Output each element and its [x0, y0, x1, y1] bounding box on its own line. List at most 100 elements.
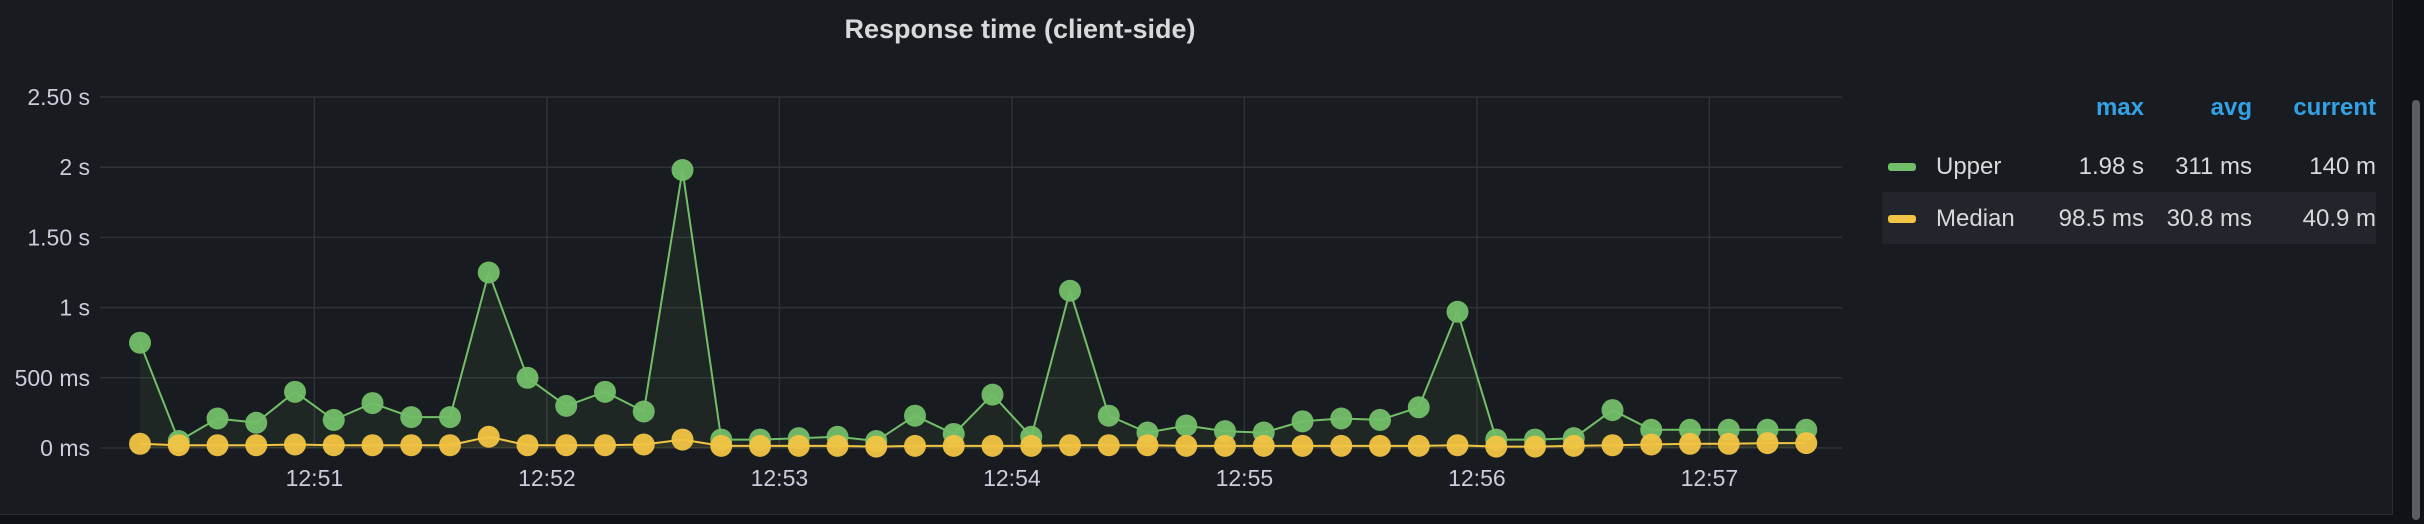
legend-upper-avg: 311 ms [2175, 153, 2252, 180]
legend-header-current[interactable]: current [2293, 94, 2376, 121]
point-upper [1330, 407, 1353, 430]
legend-name-median[interactable]: Median [1936, 205, 2015, 232]
line-upper [139, 169, 1807, 443]
point-upper [1369, 408, 1391, 431]
scrollbar-thumb[interactable] [2412, 100, 2420, 520]
x-tick-label: 12:52 [518, 465, 576, 491]
point-median [710, 434, 733, 457]
x-tick-label: 12:55 [1216, 465, 1274, 491]
point-upper [361, 392, 384, 415]
point-upper [1407, 396, 1430, 419]
legend-swatch-upper [1888, 163, 1916, 171]
point-median [477, 425, 500, 448]
point-median [206, 434, 229, 457]
y-tick-label: 2.50 s [27, 84, 90, 110]
point-median [942, 434, 965, 457]
point-median [245, 434, 268, 457]
point-median [1059, 434, 1081, 457]
point-median [1136, 434, 1159, 457]
point-median [1330, 434, 1353, 457]
point-median [516, 434, 539, 457]
x-tick-label: 12:51 [286, 465, 344, 491]
point-median [322, 434, 345, 457]
x-tick-label: 12:57 [1681, 465, 1739, 491]
point-median [1640, 433, 1663, 456]
legend-header: max avg current [1882, 90, 2376, 140]
point-median [400, 434, 423, 457]
point-median [1717, 432, 1740, 455]
point-median [1562, 434, 1585, 457]
point-median [865, 435, 888, 458]
y-tick-label: 1.50 s [27, 224, 90, 250]
legend-name-upper[interactable]: Upper [1936, 153, 2002, 180]
y-tick-label: 2 s [59, 154, 90, 180]
point-median [632, 433, 655, 456]
point-median [439, 434, 461, 457]
point-median [749, 434, 771, 457]
legend-swatch-median [1888, 215, 1916, 223]
point-median [904, 434, 926, 457]
point-upper [245, 411, 268, 434]
legend-row-upper[interactable]: Upper 1.98 s 311 ms 140 m [1882, 140, 2376, 192]
chart-title: Response time (client-side) [844, 14, 1196, 44]
legend-median-max: 98.5 ms [2058, 205, 2144, 232]
point-median [361, 434, 384, 457]
point-median [1175, 434, 1198, 457]
point-upper [632, 400, 655, 423]
point-median [826, 434, 849, 457]
point-median [284, 433, 306, 456]
point-upper [284, 380, 306, 403]
point-upper [400, 406, 423, 429]
point-upper [1097, 404, 1120, 427]
legend-header-max[interactable]: max [2095, 94, 2144, 121]
point-upper [1059, 279, 1081, 302]
point-upper [555, 394, 578, 417]
point-median [1252, 434, 1275, 457]
point-upper [671, 159, 694, 182]
legend: max avg current Upper 1.98 s 311 ms 140 … [1882, 90, 2376, 244]
point-upper [981, 383, 1004, 406]
legend-median-current: 40.9 m [2302, 205, 2376, 232]
point-median [1369, 434, 1391, 457]
point-median [167, 434, 190, 457]
point-upper [206, 407, 229, 430]
point-median [129, 432, 151, 455]
x-tick-label: 12:56 [1448, 465, 1506, 491]
point-upper [1291, 410, 1314, 433]
point-median [1214, 434, 1236, 457]
point-median [1601, 434, 1624, 457]
y-tick-label: 500 ms [15, 365, 90, 391]
chart-panel: Response time (client-side) 0 ms 500 ms 1 … [0, 0, 2393, 515]
legend-row-median[interactable]: Median 98.5 ms 30.8 ms 40.9 m [1882, 192, 2376, 244]
point-upper [1446, 300, 1469, 323]
y-tick-label: 0 ms [40, 435, 90, 461]
point-upper [594, 380, 616, 403]
legend-upper-max: 1.98 s [2078, 153, 2144, 180]
point-median [981, 434, 1004, 457]
panel-scrollbar[interactable] [2408, 0, 2424, 524]
point-upper [129, 331, 151, 354]
point-upper [1601, 399, 1624, 422]
point-median [1524, 435, 1546, 458]
legend-median-avg: 30.8 ms [2166, 205, 2252, 232]
point-median [1485, 435, 1508, 458]
area-upper [140, 170, 1807, 448]
point-median [787, 434, 810, 457]
point-median [1679, 432, 1701, 455]
point-median [555, 434, 578, 457]
legend-upper-current: 140 m [2309, 153, 2376, 180]
x-tick-label: 12:54 [983, 465, 1041, 491]
point-median [1407, 434, 1430, 457]
point-upper [477, 261, 500, 284]
legend-header-avg[interactable]: avg [2210, 94, 2252, 121]
point-median [1446, 434, 1469, 457]
x-tick-label: 12:53 [751, 465, 809, 491]
response-time-chart[interactable]: 0 ms 500 ms 1 s 1.50 s 2 s 2.50 s 12:51 12:52 12… [0, 0, 1880, 514]
point-upper [439, 406, 461, 429]
point-upper [1175, 414, 1198, 437]
point-median [1291, 434, 1314, 457]
point-median [1756, 432, 1779, 455]
point-upper [516, 366, 539, 389]
point-median [594, 434, 616, 457]
point-median [1020, 434, 1043, 457]
